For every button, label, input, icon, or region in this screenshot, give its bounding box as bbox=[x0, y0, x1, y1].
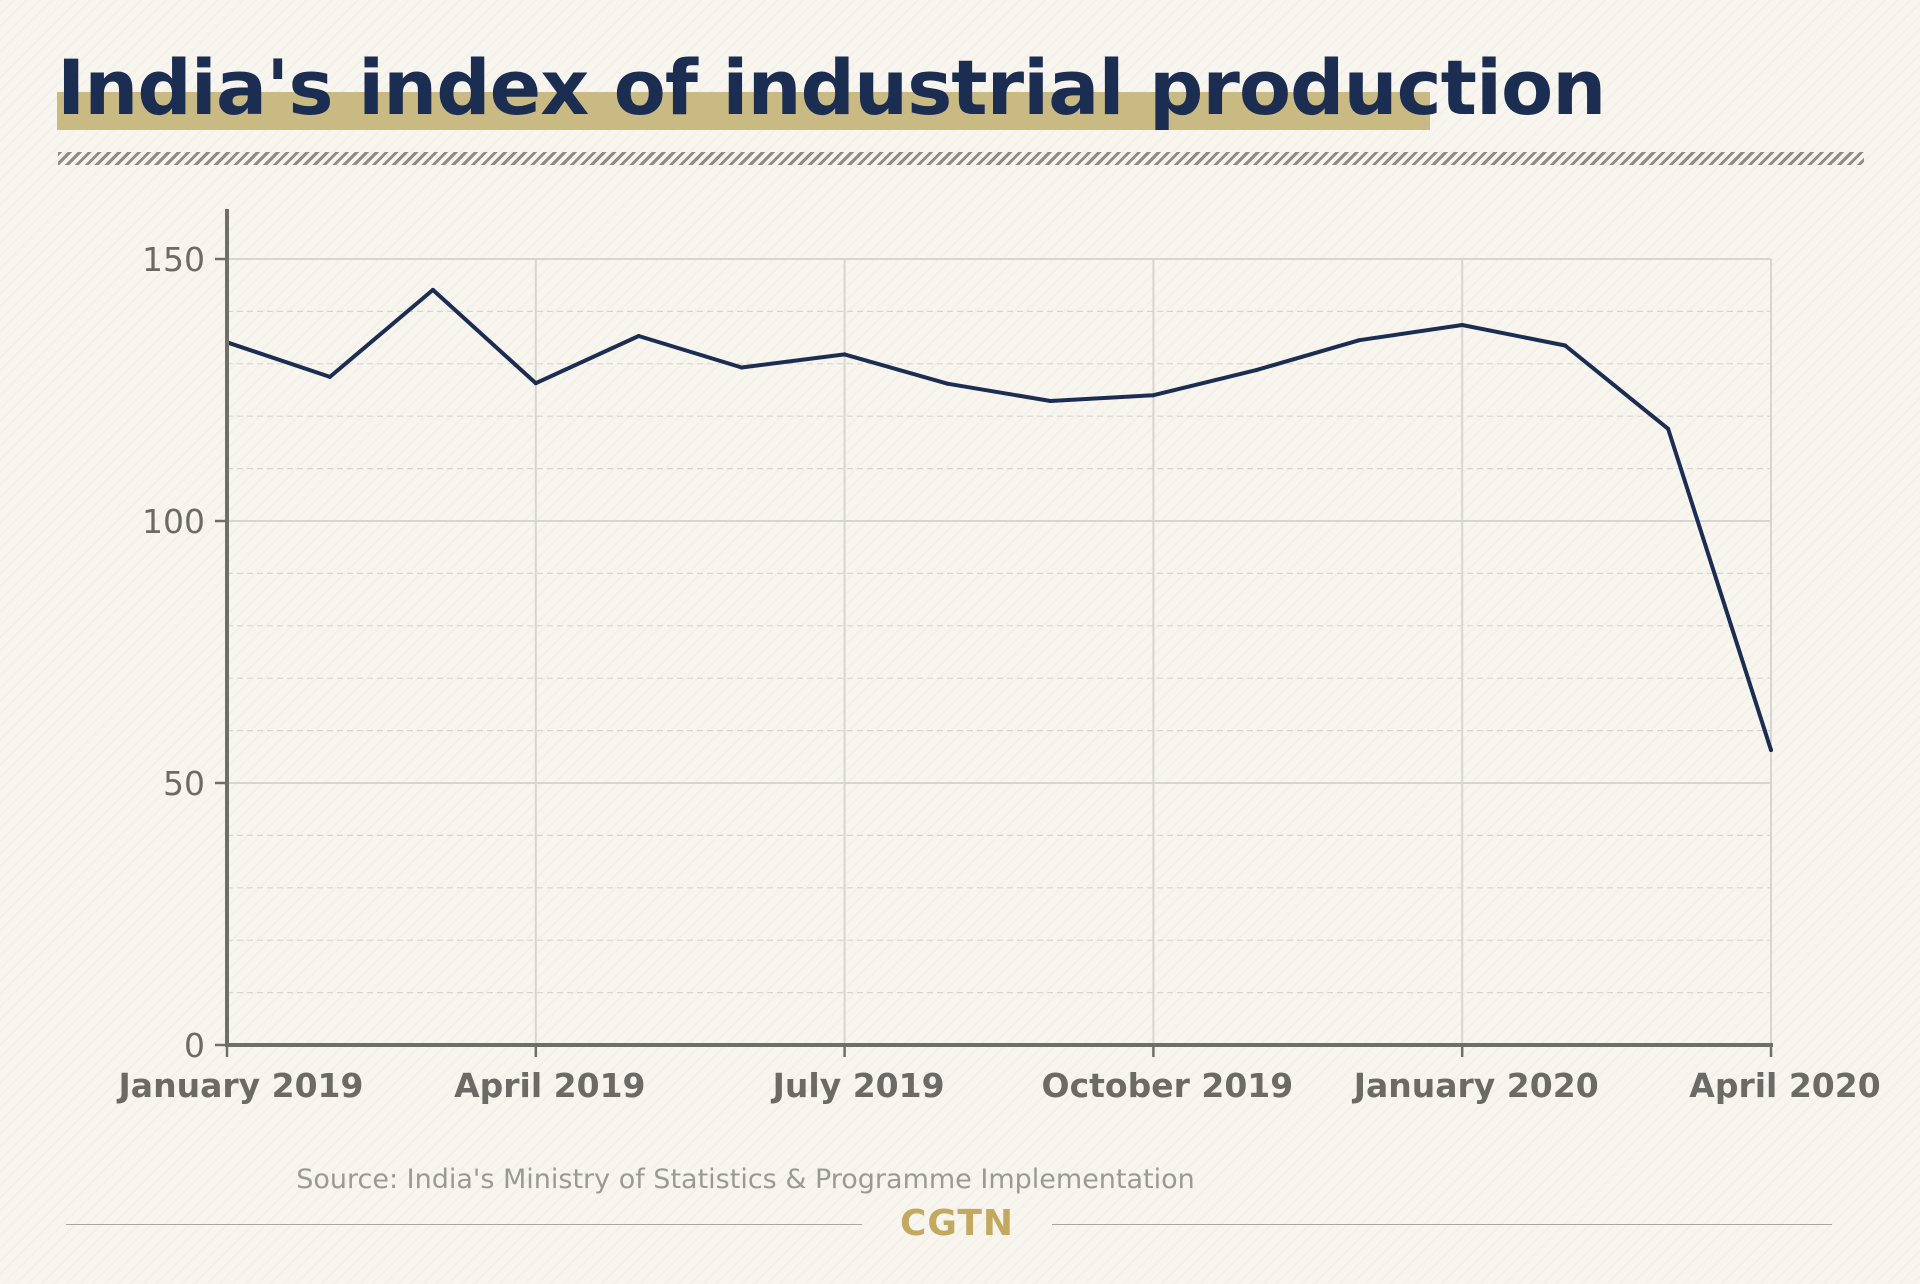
x-tick-label: April 2019 bbox=[454, 1066, 645, 1105]
data-point bbox=[327, 374, 332, 379]
x-tick-labels: January 2019 April 2019 July 2019 October 2… bbox=[117, 1066, 1881, 1105]
data-point bbox=[636, 334, 641, 339]
y-tick-label: 150 bbox=[142, 240, 205, 279]
y-tick-labels: 0 50 100 150 bbox=[142, 240, 205, 1065]
data-point bbox=[1048, 399, 1053, 404]
data-point bbox=[1460, 323, 1465, 328]
data-point bbox=[533, 381, 538, 386]
y-tick-label: 100 bbox=[142, 502, 205, 541]
data-point bbox=[842, 352, 847, 357]
grid-vertical-lines bbox=[534, 259, 1772, 1045]
y-tick-label: 50 bbox=[163, 764, 205, 803]
grid-minor-lines bbox=[227, 310, 1771, 994]
data-point bbox=[1151, 393, 1156, 398]
data-point bbox=[739, 365, 744, 370]
x-tick-label: January 2019 bbox=[117, 1066, 364, 1105]
page-title: India's index of industrial production bbox=[57, 43, 1606, 132]
axis-layer bbox=[215, 209, 1773, 1057]
x-tick-label: January 2020 bbox=[1352, 1066, 1599, 1105]
cgtn-logo: CGTN bbox=[899, 1203, 1015, 1244]
series-line bbox=[225, 287, 1773, 752]
hatched-divider bbox=[58, 152, 1864, 165]
data-point bbox=[1254, 368, 1259, 373]
data-point bbox=[1666, 426, 1671, 431]
footer-rule-right bbox=[1052, 1224, 1832, 1225]
x-tick-label: April 2020 bbox=[1689, 1066, 1880, 1105]
data-point bbox=[945, 381, 950, 386]
title-highlight-band bbox=[57, 92, 1430, 130]
source-note: Source: India's Ministry of Statistics &… bbox=[296, 1164, 1195, 1195]
data-point bbox=[1769, 747, 1773, 752]
data-point bbox=[1357, 338, 1362, 343]
series-layer bbox=[225, 287, 1773, 752]
x-tick-label: July 2019 bbox=[771, 1066, 945, 1105]
footer-rule-left bbox=[66, 1224, 862, 1225]
y-tick-label: 0 bbox=[184, 1026, 205, 1065]
data-point bbox=[1563, 343, 1568, 348]
grid-major-lines bbox=[227, 258, 1771, 784]
data-point bbox=[430, 287, 435, 292]
x-tick-label: October 2019 bbox=[1042, 1066, 1294, 1105]
